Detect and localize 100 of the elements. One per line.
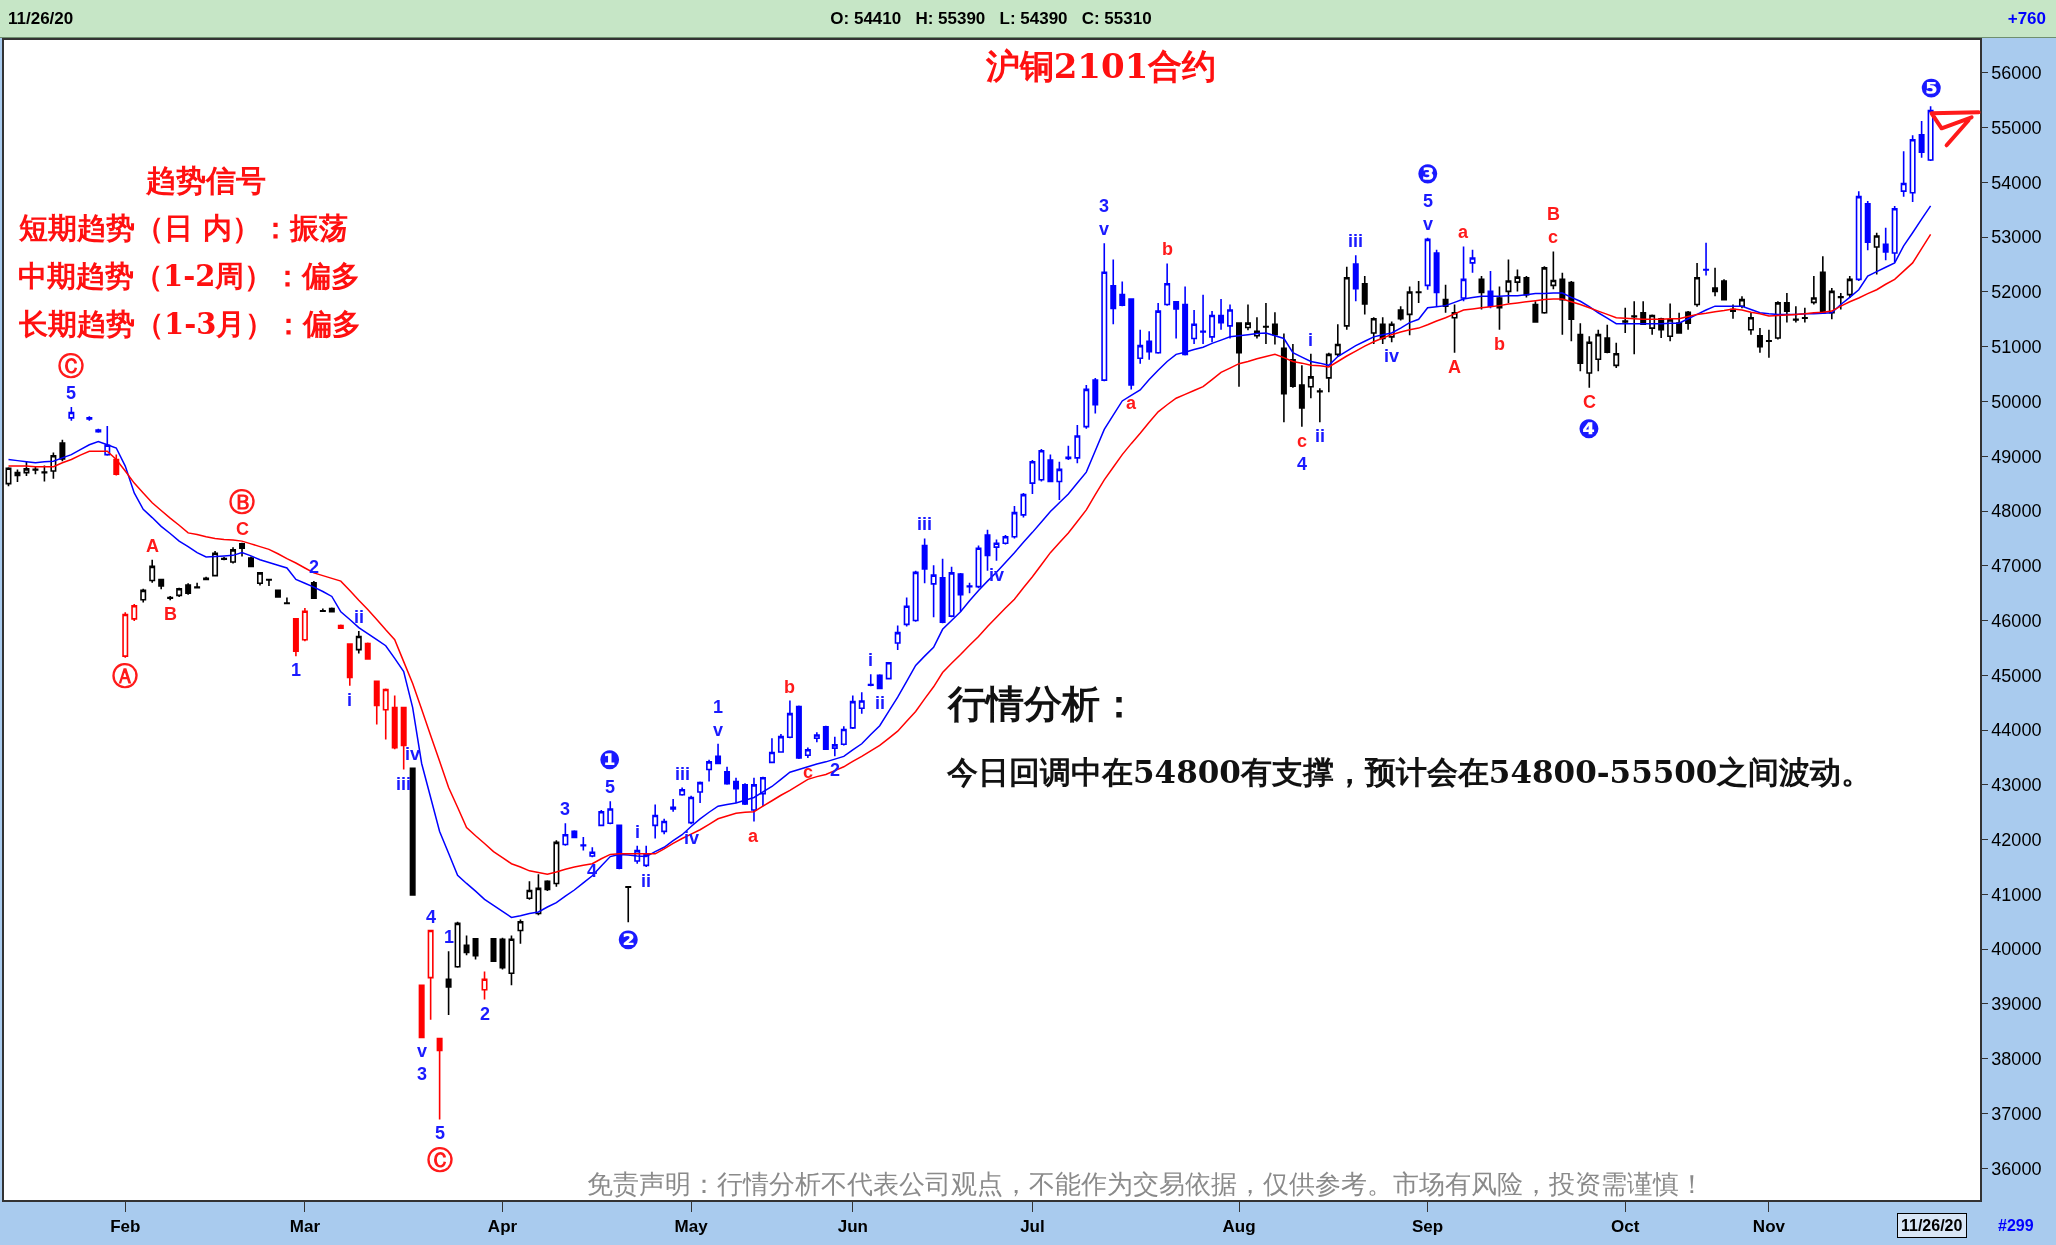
annotation: B <box>1547 204 1560 224</box>
candlestick <box>544 879 551 892</box>
y-tick-label: 49000 <box>1991 446 2042 467</box>
annotation: a <box>1458 222 1469 242</box>
candlestick <box>400 706 407 771</box>
annotation: iii <box>396 774 412 794</box>
annotation: iii <box>917 514 933 534</box>
candlestick <box>1487 270 1494 310</box>
candlestick <box>1846 275 1853 299</box>
candlestick <box>1667 302 1674 343</box>
annotation: 1 <box>291 660 302 680</box>
candlestick <box>804 746 811 759</box>
annotation: ii <box>1315 426 1326 446</box>
candlestick <box>1882 227 1889 261</box>
candlestick <box>1514 268 1521 293</box>
candlestick <box>149 558 156 584</box>
candlestick <box>930 564 937 619</box>
candlestick <box>948 566 955 619</box>
annotation: 2 <box>480 1004 491 1024</box>
y-tick-label: 53000 <box>1991 227 2042 248</box>
text: 11/26/20 <box>1901 1217 1963 1234</box>
candlestick <box>1289 343 1296 389</box>
candlestick <box>1613 342 1620 369</box>
candlestick <box>697 780 704 804</box>
candlestick <box>355 630 362 655</box>
candlestick <box>1361 275 1368 316</box>
candlestick <box>1550 250 1557 290</box>
annotation: ❺ <box>1920 73 1943 103</box>
candlestick <box>1002 534 1009 546</box>
candlestick <box>1146 330 1153 361</box>
x-tick-label: Oct <box>1611 1217 1640 1237</box>
x-tick-label: Sep <box>1412 1217 1444 1237</box>
candlestick <box>885 661 892 680</box>
y-tick-label: 40000 <box>1991 939 2042 960</box>
annotation: 5 <box>605 777 616 797</box>
candlestick <box>966 581 973 594</box>
annotation: v <box>713 720 724 740</box>
candlestick <box>858 691 865 715</box>
candlestick <box>1370 316 1377 345</box>
candlestick <box>1577 322 1584 373</box>
candlestick <box>715 742 722 765</box>
candlestick <box>1307 353 1314 399</box>
candlestick <box>786 699 793 740</box>
candlestick <box>490 937 497 963</box>
annotation: A <box>146 536 159 556</box>
candlestick <box>1801 307 1808 324</box>
candlestick <box>1721 278 1728 301</box>
candlestick <box>1083 384 1090 430</box>
candlestick <box>1209 310 1216 344</box>
annotation: b <box>784 677 795 697</box>
annotation: iv <box>684 828 700 848</box>
candlestick <box>1873 231 1880 276</box>
y-tick-label: 43000 <box>1991 775 2042 796</box>
candlestick <box>1837 292 1844 311</box>
candlestick <box>903 596 910 628</box>
candlestick <box>1631 300 1638 356</box>
candlestick <box>742 782 748 806</box>
candlestick <box>1119 280 1126 307</box>
candlestick <box>1415 280 1422 304</box>
candlestick <box>1343 265 1350 331</box>
text: 11/26/20 <box>8 9 74 29</box>
candlestick <box>1523 275 1530 299</box>
annotation: 4 <box>587 861 598 881</box>
candlestick <box>1262 302 1269 345</box>
candlestick <box>1128 297 1135 391</box>
candlestick <box>1406 285 1413 336</box>
candlestick <box>472 937 479 961</box>
candlestick <box>607 800 614 826</box>
candlestick <box>849 694 856 730</box>
annotation: B <box>164 604 177 624</box>
candlestick <box>670 798 677 813</box>
candlestick <box>957 572 964 613</box>
candlestick <box>1460 245 1467 303</box>
annotation: ii <box>875 693 886 713</box>
annotation: 短期趋势（日 内）：振荡 <box>18 211 349 245</box>
candlestick <box>1182 285 1189 357</box>
candlestick <box>1316 387 1323 424</box>
candlestick <box>1541 265 1548 315</box>
annotation: 4 <box>1297 454 1308 474</box>
candlestick <box>239 543 246 558</box>
candlestick <box>1532 300 1539 324</box>
candlestick <box>1496 285 1503 331</box>
annotation: 中期趋势（1-2周）：偏多 <box>18 259 361 293</box>
annotation: C <box>236 519 249 539</box>
y-tick-label: 48000 <box>1991 501 2042 522</box>
annotation: a <box>748 826 759 846</box>
x-tick-label: May <box>674 1217 709 1237</box>
annotation: ❹ <box>1578 414 1601 444</box>
annotation: 行情分析： <box>946 681 1138 726</box>
annotation: i <box>1308 330 1314 350</box>
annotation: 5 <box>435 1123 446 1143</box>
annotation: 1 <box>444 927 455 947</box>
candlestick <box>499 936 506 971</box>
annotation: 今日回调中在54800有支撑，预计会在54800-55500之间波动。 <box>946 754 1873 790</box>
candlestick <box>1164 262 1171 307</box>
annotation: iv <box>405 744 421 764</box>
candlestick <box>1029 459 1036 495</box>
candlestick <box>1137 328 1144 365</box>
candlestick <box>212 550 219 577</box>
y-tick-label: 46000 <box>1991 610 2042 631</box>
